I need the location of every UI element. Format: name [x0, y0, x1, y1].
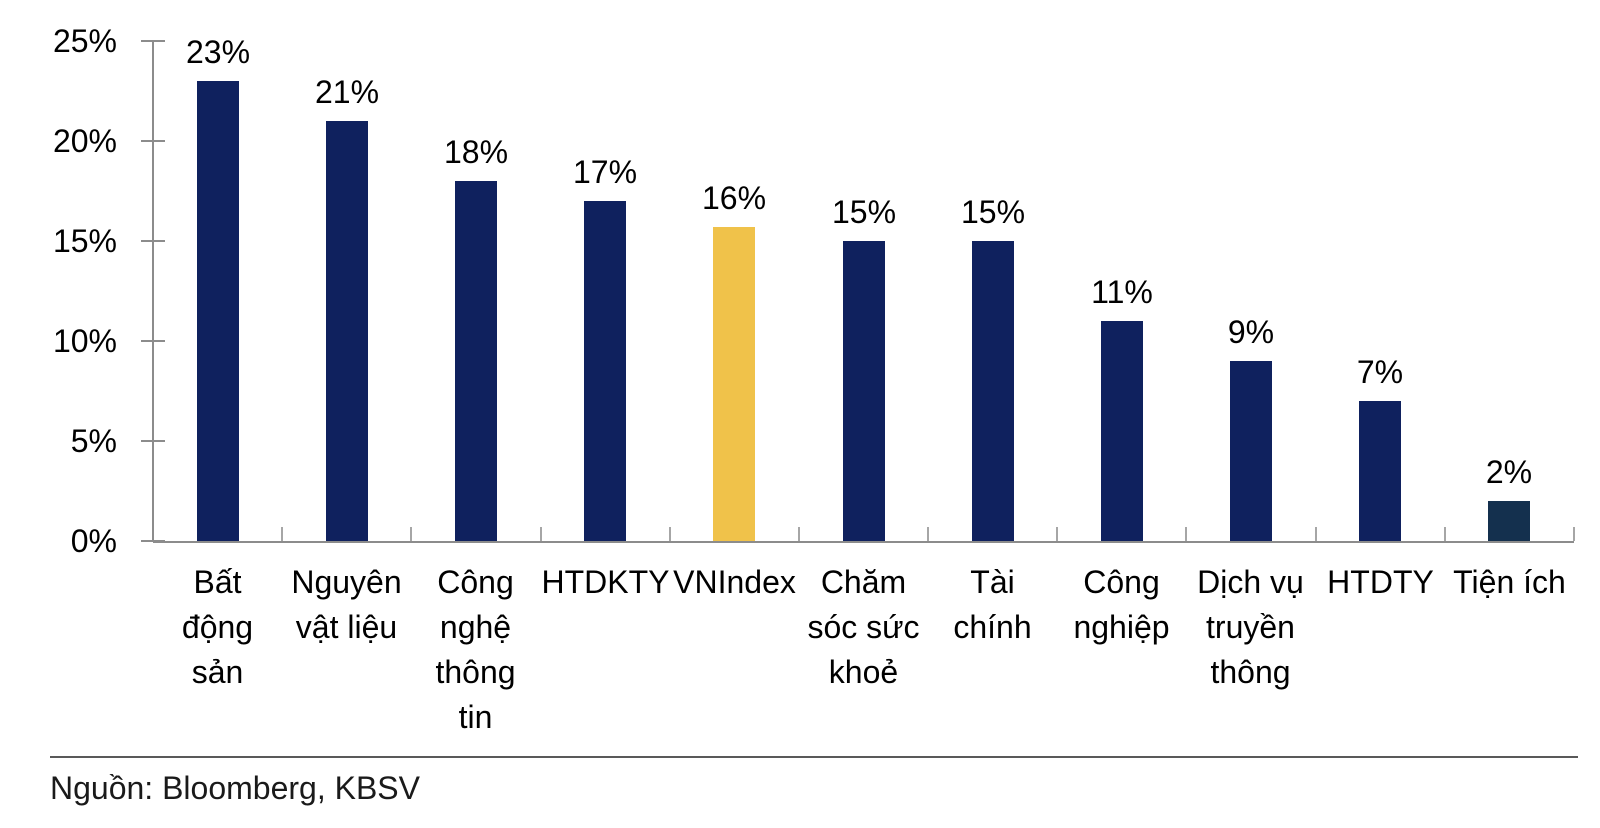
- bar-value-label: 9%: [1227, 314, 1275, 350]
- category-label-line: Công: [437, 564, 514, 600]
- y-axis-tick-label: 20%: [52, 123, 117, 159]
- y-axis-line: [152, 41, 154, 541]
- category-label-line: vật liệu: [295, 609, 398, 645]
- category-label: Bất động sản: [147, 560, 288, 695]
- bar: [1101, 321, 1143, 541]
- bar: [1230, 361, 1272, 541]
- category-label-line: Chăm: [820, 564, 907, 600]
- bar-value-label: 16%: [701, 180, 767, 216]
- category-label-line: HTDTY: [1327, 564, 1434, 600]
- bar-value-label: 7%: [1356, 354, 1404, 390]
- category-boundary-tick: [1443, 527, 1446, 541]
- bar: [197, 81, 239, 541]
- category-label-line: nghệ: [439, 609, 512, 645]
- category-label-line: chính: [953, 609, 1032, 645]
- category-boundary-tick: [1185, 527, 1188, 541]
- y-axis-tick-label: 10%: [52, 323, 117, 359]
- y-axis-tick: [141, 440, 165, 442]
- category-label-line: nghiệp: [1073, 609, 1170, 645]
- bar: [326, 121, 368, 541]
- category-label: Công nghệ thông tin: [405, 560, 546, 740]
- category-label-line: sản: [191, 654, 244, 690]
- source-attribution: Nguồn: Bloomberg, KBSV: [50, 770, 420, 806]
- bar: [972, 241, 1014, 541]
- category-boundary-tick: [1314, 527, 1317, 541]
- bar-value-label: 2%: [1485, 454, 1533, 490]
- y-axis-tick-label: 5%: [70, 423, 117, 459]
- bar-value-label: 15%: [960, 194, 1026, 230]
- category-label-line: HTDKTY: [541, 564, 670, 600]
- category-label: Công nghiệp: [1051, 560, 1192, 650]
- category-label-line: động: [181, 609, 254, 645]
- y-axis-tick: [141, 40, 165, 42]
- category-label: Nguyên vật liệu: [276, 560, 417, 650]
- category-label-line: truyền: [1206, 609, 1295, 645]
- category-boundary-tick: [1056, 527, 1059, 541]
- bar: [1488, 501, 1530, 541]
- bar-value-label: 21%: [314, 74, 380, 110]
- category-label: Tài chính: [922, 560, 1063, 650]
- category-label: Tiện ích: [1439, 560, 1580, 605]
- category-label-line: thông: [1210, 654, 1291, 690]
- x-axis-line: [153, 541, 1574, 543]
- category-label-line: sóc sức: [807, 609, 920, 645]
- category-boundary-tick: [410, 527, 413, 541]
- category-label-line: Tiện ích: [1453, 564, 1566, 600]
- category-boundary-tick: [797, 527, 800, 541]
- y-axis-tick-label: 15%: [52, 223, 117, 259]
- footer-divider: [50, 756, 1578, 758]
- category-label-line: Công: [1083, 564, 1160, 600]
- bar-value-label: 23%: [185, 34, 251, 70]
- bar-value-label: 18%: [443, 134, 509, 170]
- category-boundary-tick: [668, 527, 671, 541]
- category-boundary-tick: [281, 527, 284, 541]
- category-label-line: VNIndex: [673, 564, 796, 600]
- category-label-line: Bất: [193, 564, 242, 600]
- bar: [843, 241, 885, 541]
- y-axis-tick-label: 0%: [70, 523, 117, 559]
- category-boundary-tick: [539, 527, 542, 541]
- category-label-line: Tài: [970, 564, 1015, 600]
- bar-value-label: 11%: [1091, 274, 1153, 310]
- category-label-line: Dịch vụ: [1197, 564, 1304, 600]
- category-label-line: tin: [458, 699, 493, 735]
- category-label-line: khoẻ: [828, 654, 899, 690]
- category-label: HTDTY: [1310, 560, 1451, 605]
- category-label-line: thông: [435, 654, 516, 690]
- y-axis-tick-label: 25%: [52, 23, 117, 59]
- bar-value-label: 15%: [831, 194, 897, 230]
- bar-value-label: 17%: [572, 154, 638, 190]
- y-axis-tick: [141, 240, 165, 242]
- category-label: HTDKTY: [535, 560, 676, 605]
- y-axis-tick: [141, 140, 165, 142]
- category-label: Chăm sóc sức khoẻ: [793, 560, 934, 695]
- y-axis-tick: [141, 340, 165, 342]
- category-label: VNIndex: [664, 560, 805, 605]
- category-label: Dịch vụ truyền thông: [1180, 560, 1321, 695]
- category-boundary-tick: [1573, 527, 1575, 541]
- y-axis-tick: [141, 540, 165, 542]
- category-label-line: Nguyên: [291, 564, 402, 600]
- bar: [584, 201, 626, 541]
- bar: [1359, 401, 1401, 541]
- category-boundary-tick: [927, 527, 930, 541]
- bar: [455, 181, 497, 541]
- bar: [713, 227, 755, 541]
